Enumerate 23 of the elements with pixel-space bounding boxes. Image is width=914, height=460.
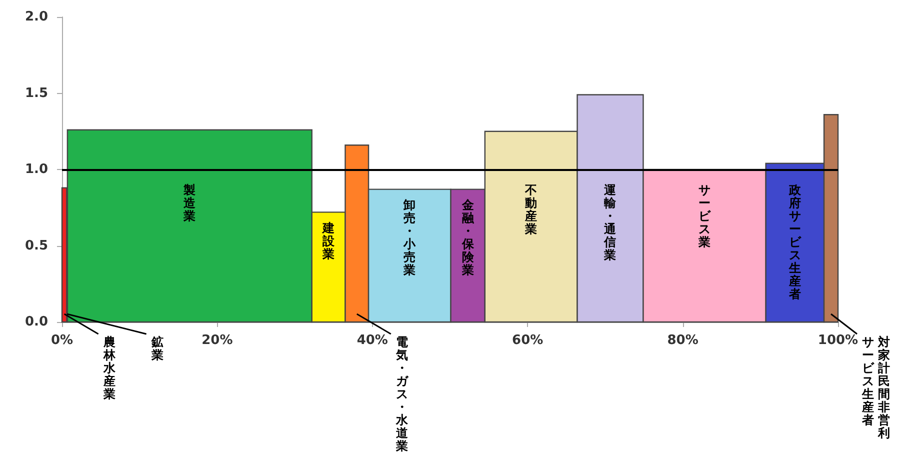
category-label: 対家計民間非営利サービス生産者 <box>862 335 890 440</box>
category-label: サービス業 <box>698 183 711 250</box>
category-label: 電気・ガス・水道業 <box>396 335 408 453</box>
x-tick-label: 0% <box>50 333 74 348</box>
category-label: 不動産業 <box>525 183 538 236</box>
y-tick-label: 2.0 <box>24 10 48 24</box>
y-tick-label: 0.5 <box>24 238 48 254</box>
x-tick-label: 60% <box>512 333 544 348</box>
category-label: 農林水産業 <box>103 335 116 401</box>
category-label: 製造業 <box>184 183 196 224</box>
y-tick-label: 1.0 <box>24 162 48 177</box>
x-tick-label: 100% <box>818 333 858 348</box>
y-tick-label: 1.5 <box>24 86 48 101</box>
y-tick-label: 0.0 <box>24 314 48 330</box>
category-label: 政府サービス生産者 <box>788 183 801 302</box>
x-tick-label: 20% <box>202 333 233 348</box>
category-label: 鉱業 <box>151 335 164 362</box>
x-tick-label: 80% <box>667 333 698 348</box>
category-label: 運輸・通信業 <box>604 183 616 262</box>
category-label: 建設業 <box>322 221 335 262</box>
category-label: 金融・保険業 <box>462 198 474 278</box>
category-label: 卸売・小売業 <box>404 198 416 278</box>
x-tick-label: 40% <box>356 333 388 348</box>
